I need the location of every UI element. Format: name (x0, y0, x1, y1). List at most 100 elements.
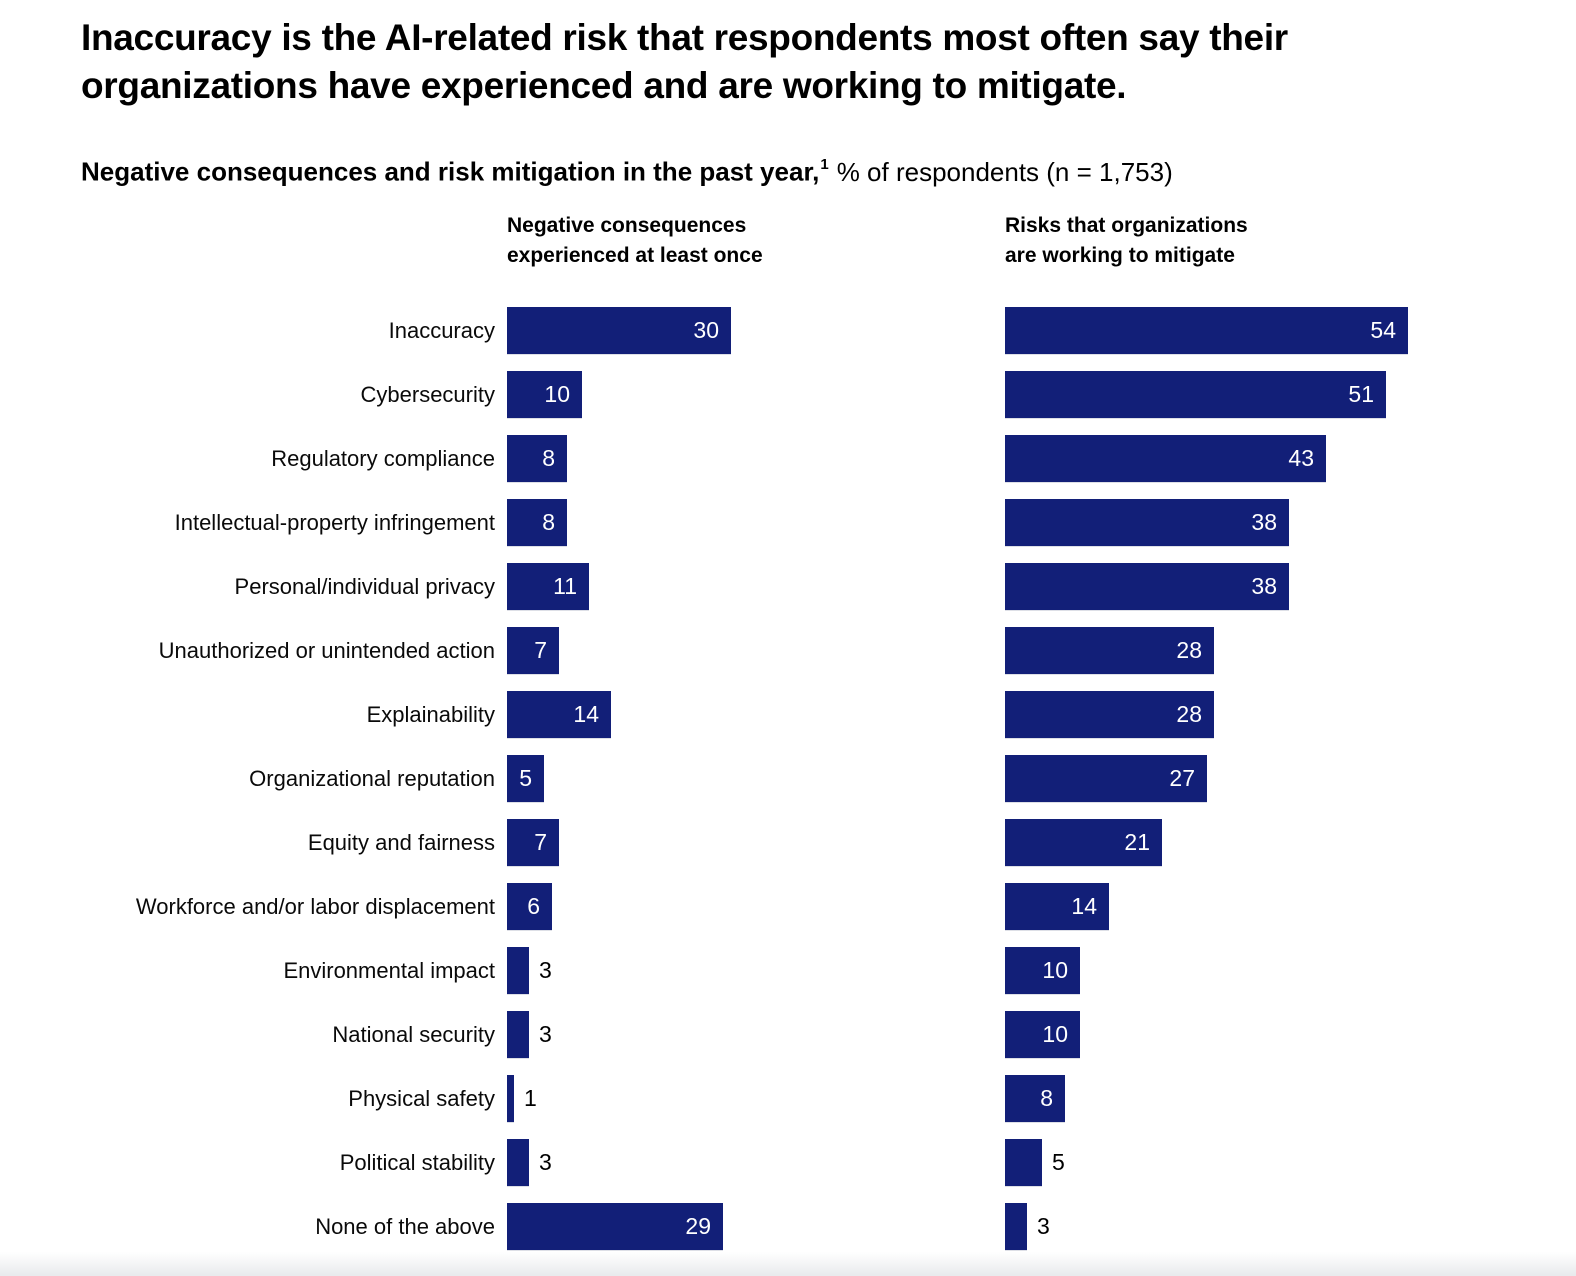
experienced-bar-cell: 30 (507, 307, 993, 355)
mitigate-bar: 28 (1005, 627, 1214, 675)
mitigate-bar-cell: 54 (1005, 307, 1536, 355)
chart-subtitle: Negative consequences and risk mitigatio… (81, 152, 1536, 187)
value-label: 3 (539, 1149, 552, 1176)
mitigate-bar-cell: 10 (1005, 1011, 1536, 1059)
chart-rows: Inaccuracy 30 54 Cybersecurity 10 51 Regulator… (81, 299, 1536, 1259)
experienced-bar-cell: 7 (507, 819, 993, 867)
chart-row: Equity and fairness 7 21 (81, 811, 1536, 875)
mitigate-bar: 38 (1005, 563, 1289, 611)
chart-row: Intellectual-property infringement 8 38 (81, 491, 1536, 555)
column-header-line: are working to mitigate (1005, 243, 1235, 267)
chart-row: Physical safety 1 8 (81, 1067, 1536, 1131)
experienced-bar-cell: 1 (507, 1075, 993, 1123)
column-headers: Negative consequences experienced at lea… (81, 211, 1536, 271)
chart-row: Explainability 14 28 (81, 683, 1536, 747)
value-label: 28 (1176, 701, 1202, 728)
experienced-bar: 8 (507, 499, 567, 547)
experienced-bar (507, 1139, 529, 1187)
value-label: 5 (1052, 1149, 1065, 1176)
value-label: 7 (534, 637, 547, 664)
category-label: Political stability (339, 1149, 495, 1175)
experienced-bar-cell: 7 (507, 627, 993, 675)
value-label: 28 (1176, 637, 1202, 664)
value-label: 43 (1288, 445, 1314, 472)
experienced-bar: 5 (507, 755, 544, 803)
experienced-bar-cell: 6 (507, 883, 993, 931)
header-spacer (81, 211, 495, 271)
chart-row: Unauthorized or unintended action 7 28 (81, 619, 1536, 683)
mitigate-bar-cell: 3 (1005, 1203, 1536, 1251)
chart-title: Inaccuracy is the AI-related risk that r… (81, 14, 1536, 110)
column-header-line: Risks that organizations (1005, 213, 1248, 237)
value-label: 29 (685, 1213, 711, 1240)
category-label: National security (332, 1021, 495, 1047)
experienced-bar-cell: 8 (507, 435, 993, 483)
mitigate-bar: 38 (1005, 499, 1289, 547)
experienced-bar: 14 (507, 691, 611, 739)
value-label: 11 (553, 573, 577, 600)
value-label: 51 (1348, 381, 1374, 408)
value-label: 38 (1251, 573, 1277, 600)
value-label: 3 (1037, 1213, 1050, 1240)
chart-title-line: organizations have experienced and are w… (81, 65, 1127, 106)
value-label: 7 (534, 829, 547, 856)
chart-row: Organizational reputation 5 27 (81, 747, 1536, 811)
chart-row: Personal/individual privacy 11 38 (81, 555, 1536, 619)
value-label: 30 (693, 317, 719, 344)
chart-row: Political stability 3 5 (81, 1131, 1536, 1195)
experienced-bar (507, 947, 529, 995)
value-label: 21 (1124, 829, 1150, 856)
mitigate-bar: 54 (1005, 307, 1408, 355)
chart-row: None of the above 29 3 (81, 1195, 1536, 1259)
value-label: 10 (1042, 957, 1068, 984)
subtitle-bold-text: Negative consequences and risk mitigatio… (81, 156, 820, 187)
category-label: Workforce and/or labor displacement (135, 893, 495, 919)
chart-title-line: Inaccuracy is the AI-related risk that r… (81, 17, 1288, 58)
mitigate-bar-cell: 28 (1005, 627, 1536, 675)
experienced-bar-cell: 3 (507, 1139, 993, 1187)
column-header-mitigate: Risks that organizations are working to … (1005, 211, 1536, 271)
mitigate-bar-cell: 28 (1005, 691, 1536, 739)
category-label: Environmental impact (283, 957, 495, 983)
category-label: Intellectual-property infringement (174, 509, 495, 535)
value-label: 3 (539, 957, 552, 984)
experienced-bar: 6 (507, 883, 552, 931)
experienced-bar (507, 1011, 529, 1059)
value-label: 14 (1071, 893, 1097, 920)
experienced-bar: 30 (507, 307, 731, 355)
mitigate-bar-cell: 27 (1005, 755, 1536, 803)
category-label: Inaccuracy (388, 317, 495, 343)
chart-row: Cybersecurity 10 51 (81, 363, 1536, 427)
experienced-bar-cell: 11 (507, 563, 993, 611)
experienced-bar: 8 (507, 435, 567, 483)
value-label: 10 (1042, 1021, 1068, 1048)
chart-row: Inaccuracy 30 54 (81, 299, 1536, 363)
column-header-line: experienced at least once (507, 243, 763, 267)
category-label: Explainability (366, 701, 495, 727)
mitigate-bar: 51 (1005, 371, 1386, 419)
category-label: Cybersecurity (360, 381, 495, 407)
experienced-bar-cell: 5 (507, 755, 993, 803)
page-bottom-fade (0, 1252, 1576, 1276)
value-label: 3 (539, 1021, 552, 1048)
mitigate-bar-cell: 21 (1005, 819, 1536, 867)
category-label: Unauthorized or unintended action (158, 637, 495, 663)
value-label: 8 (542, 445, 555, 472)
mitigate-bar: 21 (1005, 819, 1162, 867)
mitigate-bar: 27 (1005, 755, 1207, 803)
footnote-marker: 1 (820, 156, 829, 173)
column-header-experienced: Negative consequences experienced at lea… (507, 211, 993, 271)
category-label: Equity and fairness (307, 829, 495, 855)
experienced-bar: 11 (507, 563, 589, 611)
experienced-bar-cell: 3 (507, 1011, 993, 1059)
experienced-bar: 7 (507, 627, 559, 675)
category-label: Regulatory compliance (271, 445, 495, 471)
mitigate-bar-cell: 38 (1005, 499, 1536, 547)
value-label: 8 (542, 509, 555, 536)
experienced-bar (507, 1075, 514, 1123)
column-header-line: Negative consequences (507, 213, 747, 237)
mitigate-bar-cell: 8 (1005, 1075, 1536, 1123)
value-label: 1 (524, 1085, 537, 1112)
value-label: 10 (544, 381, 570, 408)
chart-row: Regulatory compliance 8 43 (81, 427, 1536, 491)
